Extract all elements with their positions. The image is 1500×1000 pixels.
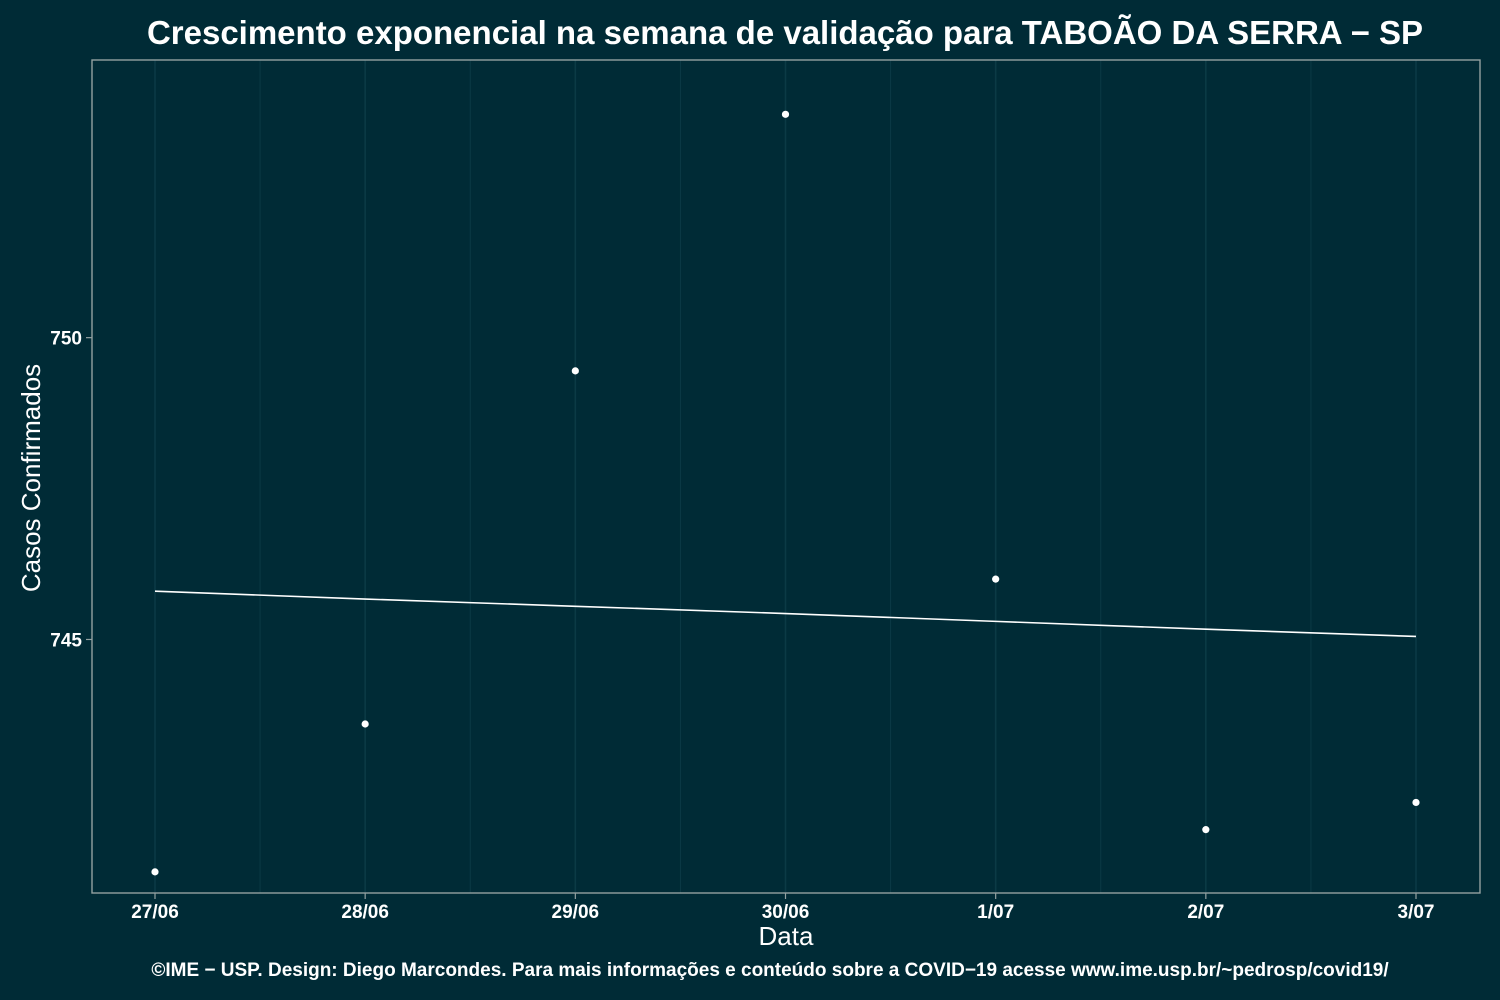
chart-title: Crescimento exponencial na semana de val…	[147, 14, 1423, 51]
fit-line-layer	[154, 590, 1417, 638]
x-tick-label: 27/06	[131, 902, 179, 923]
fit-line	[154, 590, 1417, 638]
data-point	[151, 868, 159, 876]
data-point	[781, 110, 790, 118]
x-tick-label: 30/06	[762, 902, 810, 923]
data-point	[1202, 826, 1210, 834]
x-tick-label: 29/06	[552, 902, 600, 923]
x-tick-label: 3/07	[1398, 902, 1435, 923]
x-tick-label: 2/07	[1187, 902, 1224, 923]
x-tick-label: 1/07	[977, 902, 1014, 923]
data-point	[571, 367, 579, 375]
grid-layer	[154, 60, 1417, 893]
x-axis-label: Data	[759, 921, 814, 951]
data-point	[1412, 798, 1420, 807]
y-tick-label: 745	[50, 630, 82, 651]
x-axis-ticks: 27/06 28/06 29/06 30/06 1/07 2/07 3/07	[131, 893, 1434, 923]
y-axis-label: Casos Confirmados	[16, 364, 46, 592]
points-layer	[151, 110, 1420, 876]
data-point	[992, 575, 1000, 583]
data-point	[361, 720, 369, 728]
y-tick-label: 750	[50, 329, 82, 350]
x-tick-label: 28/06	[341, 902, 389, 923]
footer-caption: ©IME − USP. Design: Diego Marcondes. Par…	[151, 960, 1389, 981]
y-axis-ticks: 745 750	[50, 329, 92, 651]
